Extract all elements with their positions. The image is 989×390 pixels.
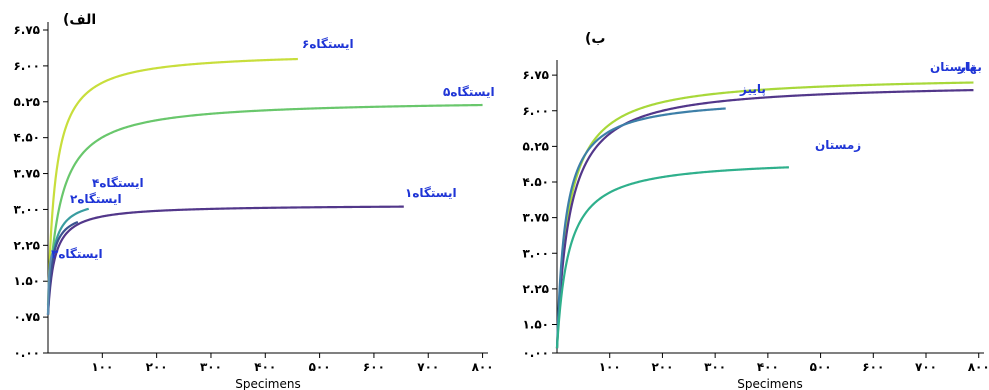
series-line (555, 81, 974, 349)
y-tick-label: ۶.۷۵ (522, 68, 549, 82)
y-tick-label: ۱.۵۰ (13, 274, 40, 288)
panel-title: (ب (585, 31, 605, 47)
series-line (555, 107, 726, 349)
y-tick-label: ۲.۲۵ (13, 238, 40, 252)
y-tick-label: ۴.۵۰ (522, 175, 549, 189)
x-axis-label: Specimens (737, 377, 802, 390)
x-tick-label: ۸۰۰ (472, 360, 494, 374)
y-tick-label: ۰.۰۰ (522, 346, 549, 360)
x-tick-label: ۲۰۰ (651, 360, 673, 374)
y-tick-label: ۵.۲۵ (522, 139, 549, 153)
x-tick-label: ۱۰۰ (599, 360, 621, 374)
x-tick-label: ۵۰۰ (810, 360, 832, 374)
y-tick-label: ۵.۲۵ (13, 95, 40, 109)
series-label: پاییز (739, 82, 766, 96)
series-line (555, 88, 974, 349)
y-tick-label: ۲.۲۵ (522, 282, 549, 296)
x-tick-label: ۸۰۰ (968, 360, 989, 374)
y-tick-label: ۳.۷۵ (13, 167, 40, 181)
x-tick-label: ۱۰۰ (91, 360, 113, 374)
x-tick-label: ۳۰۰ (200, 360, 222, 374)
x-tick-label: ۶۰۰ (363, 360, 385, 374)
series-line (46, 205, 404, 315)
x-tick-label: ۷۰۰ (417, 360, 439, 374)
panel-title: (الف (63, 12, 96, 28)
series-label: تابستان (930, 60, 975, 74)
series-label: بهار (957, 60, 982, 74)
series-line (46, 220, 79, 315)
y-tick-label: ۳.۰۰ (13, 202, 40, 216)
x-tick-label: ۷۰۰ (915, 360, 937, 374)
y-tick-label: ۰.۷۵ (13, 310, 40, 324)
series-label: ایستگاه۵ (443, 85, 495, 99)
x-tick-label: ۴۰۰ (757, 360, 779, 374)
x-axis-label: Specimens (235, 377, 300, 390)
x-tick-label: ۵۰۰ (309, 360, 331, 374)
series-line (46, 207, 90, 315)
y-tick-label: ۶.۰۰ (522, 104, 549, 118)
series-label: زمستان (815, 138, 861, 152)
y-tick-label: ۳.۰۰ (522, 246, 549, 260)
series-label: ایستگاه۳ (51, 247, 103, 261)
series-label: ایستگاه۱ (405, 186, 457, 200)
y-tick-label: ۳.۷۵ (522, 211, 549, 225)
x-tick-label: ۲۰۰ (146, 360, 168, 374)
y-tick-label: ۶.۰۰ (13, 59, 40, 73)
y-tick-label: ۴.۵۰ (13, 131, 40, 145)
x-tick-label: ۶۰۰ (862, 360, 884, 374)
series-label: ایستگاه۶ (302, 37, 354, 51)
y-tick-label: ۱.۵۰ (522, 318, 549, 332)
y-tick-label: ۰.۰۰ (13, 346, 40, 360)
series-line (46, 253, 54, 315)
series-label: ایستگاه۲ (70, 192, 122, 206)
x-tick-label: ۳۰۰ (704, 360, 726, 374)
series-line (555, 166, 789, 349)
series-label: ایستگاه۴ (92, 176, 144, 190)
series-line (46, 103, 483, 310)
y-tick-label: ۶.۷۵ (13, 23, 40, 37)
x-tick-label: ۴۰۰ (254, 360, 276, 374)
series-line (46, 57, 298, 306)
